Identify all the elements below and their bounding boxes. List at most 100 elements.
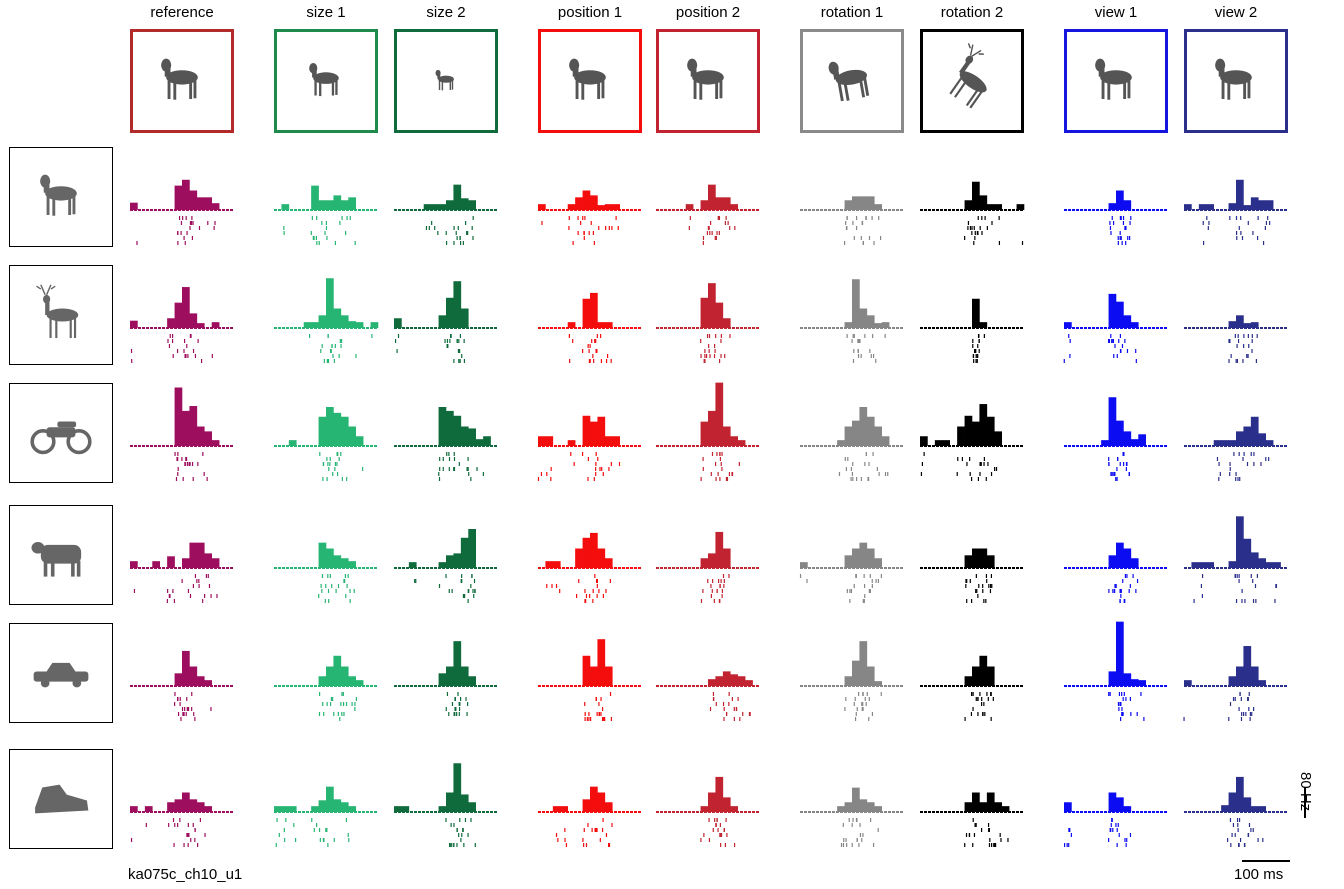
- psth-bar: [994, 802, 1003, 812]
- psth-bar: [211, 440, 220, 446]
- psth-bar: [340, 416, 349, 446]
- psth-bar: [196, 676, 205, 686]
- psth-bar: [604, 558, 613, 568]
- psth-bar: [1064, 322, 1072, 328]
- psth-car-6: [800, 641, 904, 721]
- psth-deer-5: [656, 283, 760, 363]
- psth-bar: [979, 655, 988, 686]
- psth-bar: [700, 806, 709, 812]
- psth-bar: [612, 204, 621, 210]
- psth-bar: [333, 412, 342, 446]
- psth-cow-1: [130, 542, 234, 603]
- psth-bar: [582, 655, 591, 686]
- psth-bar: [604, 802, 613, 812]
- psth-motorcycle-6: [800, 407, 904, 481]
- psth-bar: [475, 439, 484, 446]
- psth-bar: [468, 676, 477, 686]
- psth-bar: [326, 278, 334, 328]
- psth-bar: [453, 763, 462, 812]
- psth-bar: [446, 666, 454, 686]
- psth-dog-4: [538, 190, 642, 245]
- psth-bar: [189, 190, 198, 210]
- psth-bar: [483, 436, 491, 446]
- psth-bar: [1250, 322, 1259, 328]
- psth-bar: [460, 537, 469, 568]
- psth-bar: [708, 283, 716, 328]
- psth-bar: [326, 548, 334, 568]
- psth-dog-1: [130, 179, 234, 245]
- psth-bar: [972, 666, 980, 686]
- psth-bar: [333, 655, 342, 686]
- psth-bar: [326, 407, 334, 446]
- psth-bar: [326, 786, 334, 812]
- psth-bar: [1064, 802, 1072, 812]
- psth-bar: [590, 666, 598, 686]
- psth-bar: [1138, 434, 1147, 446]
- psth-bar: [708, 792, 716, 812]
- psth-bar: [1101, 440, 1109, 446]
- psth-bar: [348, 561, 357, 568]
- psth-bar: [1116, 542, 1124, 568]
- psth-dog-7: [920, 181, 1025, 245]
- psth-bar: [1116, 301, 1124, 328]
- psth-bar: [964, 676, 973, 686]
- psth-bar: [597, 639, 606, 686]
- psth-bar: [340, 558, 349, 568]
- shoe-icon: [35, 784, 89, 814]
- psth-bar: [852, 196, 860, 210]
- psth-bar: [1250, 197, 1259, 210]
- psth-bar: [318, 315, 327, 328]
- psth-bar: [401, 806, 410, 812]
- psth-bar: [866, 802, 875, 812]
- psth-bar: [1198, 204, 1207, 210]
- psth-bar: [722, 197, 731, 210]
- psth-bar: [130, 561, 138, 568]
- psth-car-5: [656, 671, 760, 721]
- psth-bar: [1221, 440, 1229, 446]
- psth-bar: [204, 197, 213, 210]
- psth-bar: [1273, 562, 1281, 568]
- psth-bar: [859, 641, 868, 686]
- psth-bar: [1265, 562, 1274, 568]
- psth-bar: [1130, 439, 1139, 446]
- psth-bar: [318, 416, 327, 446]
- psth-bar: [582, 190, 591, 210]
- psth-bar: [964, 415, 973, 446]
- psth-bar: [1206, 204, 1215, 210]
- psth-bar: [1258, 200, 1267, 210]
- condition-thumbnail-6: [800, 29, 904, 133]
- psth-bar: [604, 204, 613, 210]
- condition-thumbnail-5: [656, 29, 760, 133]
- psth-bar: [460, 426, 469, 446]
- psth-bar: [1108, 397, 1117, 446]
- psth-bar: [560, 806, 569, 812]
- psth-bar: [730, 674, 739, 686]
- psth-motorcycle-5: [656, 382, 760, 481]
- psth-bar: [866, 315, 875, 328]
- psth-bar: [1236, 516, 1244, 568]
- psth-bar: [972, 548, 980, 568]
- psth-car-1: [130, 650, 234, 721]
- psth-bar: [582, 799, 591, 812]
- psth-bar: [174, 387, 183, 446]
- psth-motorcycle-4: [537, 415, 642, 481]
- condition-header-4: position 1: [557, 4, 623, 21]
- psth-bar: [964, 200, 973, 210]
- psth-bar: [311, 806, 319, 812]
- psth-bar: [604, 666, 613, 686]
- psth-bar: [189, 313, 198, 328]
- psth-cow-2: [274, 542, 378, 603]
- dog-icon: [687, 58, 724, 100]
- psth-bar: [1130, 679, 1139, 686]
- psth-bar: [972, 181, 980, 210]
- psth-cow-9: [1184, 516, 1288, 603]
- psth-bar: [189, 666, 198, 686]
- psth-dog-3: [394, 184, 498, 245]
- psth-bar: [182, 179, 190, 210]
- psth-bar: [874, 558, 883, 568]
- psth-motorcycle-9: [1184, 416, 1288, 481]
- psth-motorcycle-1: [130, 387, 234, 481]
- psth-bar: [597, 322, 606, 328]
- psth-bar: [182, 650, 190, 686]
- psth-bar: [852, 420, 860, 446]
